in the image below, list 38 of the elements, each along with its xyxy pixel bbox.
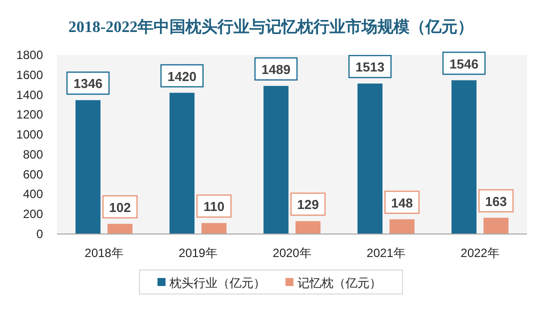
x-tick-label: 2018年 <box>84 246 124 260</box>
bar <box>484 218 508 234</box>
bar <box>452 80 476 234</box>
bar <box>170 92 194 234</box>
y-tick-label: 1400 <box>16 88 44 102</box>
data-label: 163 <box>485 194 507 209</box>
data-label: 1513 <box>356 60 384 75</box>
bar <box>390 219 414 234</box>
y-tick-label: 800 <box>22 147 44 162</box>
y-tick-label: 200 <box>22 207 44 222</box>
x-tick-label: 2020年 <box>272 246 312 260</box>
bar <box>108 224 132 234</box>
y-tick-label: 1000 <box>16 128 44 142</box>
bar <box>264 86 288 234</box>
legend-label: 枕头行业（亿元） <box>168 276 266 290</box>
legend-label: 记忆枕（亿元） <box>298 276 382 290</box>
data-label: 102 <box>109 200 131 215</box>
x-tick-label: 2021年 <box>366 246 406 260</box>
y-tick-label: 1800 <box>16 48 44 62</box>
chart-title: 2018-2022年中国枕头行业与记忆枕行业市场规模（亿元） <box>68 18 474 36</box>
data-label: 1420 <box>168 68 196 84</box>
bar <box>296 221 320 234</box>
y-tick-label: 400 <box>22 187 44 202</box>
bar <box>76 100 100 234</box>
data-label: 110 <box>204 199 224 214</box>
data-label: 1346 <box>74 76 102 92</box>
bar <box>202 223 226 234</box>
x-tick-label: 2019年 <box>178 246 218 260</box>
data-label: 148 <box>391 195 413 210</box>
y-tick-label: 600 <box>22 167 44 182</box>
bar <box>358 84 382 234</box>
data-label: 1489 <box>262 62 290 77</box>
data-label: 1546 <box>450 56 478 72</box>
x-tick-label: 2022年 <box>460 246 500 260</box>
y-tick-label: 0 <box>36 227 44 241</box>
y-tick-label: 1600 <box>16 68 44 82</box>
data-label: 129 <box>297 197 319 212</box>
y-tick-label: 1200 <box>16 108 44 122</box>
